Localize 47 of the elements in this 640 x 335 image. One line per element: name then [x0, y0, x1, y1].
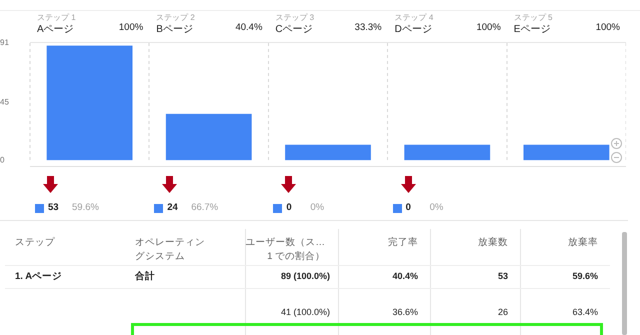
x-tick-label: Eページ	[514, 23, 550, 36]
text: ステップ	[15, 237, 55, 248]
text: 36.6%	[392, 307, 418, 317]
y-tick-label: 0	[0, 155, 5, 164]
text: 26	[498, 307, 508, 317]
text: 100%	[596, 22, 620, 33]
text: 100%	[118, 22, 144, 33]
text: 59.6%	[572, 271, 598, 281]
text: 40.4%	[392, 271, 418, 281]
text: 完了率	[388, 237, 418, 248]
text: 放棄数	[478, 237, 508, 248]
bar	[523, 144, 610, 160]
text: 0	[286, 202, 292, 213]
text: 放棄率	[568, 237, 598, 248]
text: 89 (100.0%)	[280, 271, 330, 281]
x-tick-label: Aページ	[37, 23, 74, 36]
text: 53	[498, 271, 508, 281]
x-tick-label: Bページ	[156, 23, 193, 36]
text: 53	[48, 202, 59, 213]
text: ステップ 1	[37, 13, 76, 22]
y-tick-label: 45	[0, 97, 10, 106]
bar	[285, 144, 371, 160]
text: 0	[406, 202, 411, 213]
text: ステップ 5	[514, 13, 552, 22]
text: 59.6%	[72, 202, 99, 213]
text: 40.4%	[235, 22, 262, 33]
text: 33.3%	[354, 22, 382, 33]
text: ステップ 4	[394, 13, 434, 22]
x-tick-label: Cページ	[275, 23, 313, 36]
text: 0%	[430, 202, 444, 213]
text: ユーザー数（ス…1 での割合）	[246, 237, 325, 262]
y-tick-label: 91	[0, 38, 10, 48]
text: オペレーティングシステム	[135, 237, 205, 262]
text: 63.4%	[572, 307, 598, 317]
text: ステップ 3	[275, 13, 314, 22]
text: 1. Aページ	[15, 271, 62, 282]
text: 66.7%	[191, 202, 218, 213]
text: 0%	[310, 202, 324, 213]
bar	[166, 114, 252, 160]
bar	[404, 144, 490, 160]
text: 100%	[476, 22, 501, 33]
text: 合計	[135, 271, 155, 282]
text: 41 (100.0%)	[280, 307, 330, 317]
text: ステップ 2	[156, 13, 195, 22]
text: 24	[167, 202, 178, 213]
x-tick-label: Dページ	[394, 23, 432, 36]
bar	[46, 46, 133, 160]
